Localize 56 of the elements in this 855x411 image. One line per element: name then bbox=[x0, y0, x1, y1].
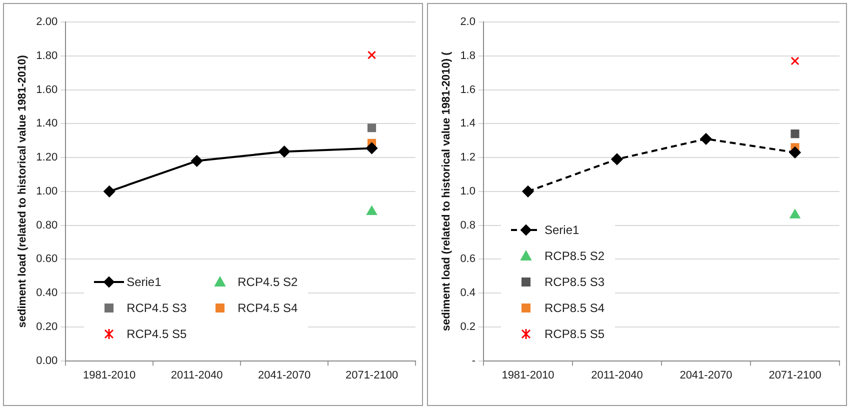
legend-label: RCP4.5 S2 bbox=[238, 274, 298, 289]
y-axis-title: sediment load (related to historical value 1981-2010) ( bbox=[440, 51, 453, 332]
y-tick-label: 0.40 bbox=[36, 287, 58, 300]
y-tick-label: 1.0 bbox=[460, 185, 476, 198]
legend-label: RCP8.5 S5 bbox=[544, 326, 605, 341]
y-tick-label: 2.00 bbox=[36, 16, 58, 28]
y-tick-label: 1.00 bbox=[36, 185, 58, 198]
y-tick-label: 0.6 bbox=[460, 253, 476, 266]
y-tick-label: 1.6 bbox=[460, 84, 476, 96]
y-tick-label: 0.00 bbox=[36, 354, 58, 367]
legend-label: Serie1 bbox=[544, 222, 580, 237]
legend-label: RCP8.5 S4 bbox=[544, 300, 605, 315]
x-tick-label: 1981-2010 bbox=[502, 369, 554, 382]
legend-label: Serie1 bbox=[126, 274, 162, 289]
y-tick-label: 1.2 bbox=[460, 152, 476, 164]
y-tick-label: 0.4 bbox=[460, 287, 476, 300]
y-tick-label: 1.4 bbox=[460, 118, 476, 130]
point bbox=[367, 50, 376, 60]
y-tick-label: 1.60 bbox=[36, 84, 58, 96]
y-axis-title: sediment load (related to historical value 1981-2010) bbox=[16, 54, 29, 328]
x-tick-label: 2041-2070 bbox=[258, 369, 311, 382]
legend-label: RCP8.5 S3 bbox=[544, 274, 605, 289]
point bbox=[191, 155, 203, 167]
x-tick-label: 2071-2100 bbox=[768, 369, 822, 382]
point bbox=[278, 146, 290, 158]
legend-label: RCP4.5 S5 bbox=[126, 326, 187, 341]
point bbox=[104, 186, 116, 198]
y-tick-label: 0.2 bbox=[460, 320, 476, 333]
y-tick-label: 1.40 bbox=[36, 118, 58, 130]
point bbox=[367, 124, 376, 132]
x-tick-label: 2071-2100 bbox=[345, 369, 398, 382]
legend-label: RCP8.5 S2 bbox=[544, 248, 605, 263]
y-tick-label: 0.8 bbox=[460, 219, 476, 232]
point bbox=[790, 209, 800, 218]
point bbox=[522, 186, 534, 198]
y-tick-label: 1.80 bbox=[36, 50, 58, 62]
point bbox=[789, 146, 801, 158]
point bbox=[790, 56, 800, 66]
y-tick-label: 1.20 bbox=[36, 152, 58, 164]
y-tick-label: 0.20 bbox=[36, 320, 58, 333]
x-tick-label: 2041-2070 bbox=[680, 369, 732, 382]
point bbox=[790, 130, 800, 138]
point bbox=[611, 153, 623, 165]
x-tick-label: 2011-2040 bbox=[170, 369, 223, 382]
point bbox=[366, 206, 377, 215]
y-tick-label: 1.8 bbox=[460, 50, 476, 62]
point bbox=[700, 133, 712, 145]
x-tick-label: 1981-2010 bbox=[83, 369, 136, 382]
y-tick-label: 2.0 bbox=[460, 16, 476, 28]
y-tick-label: - bbox=[472, 354, 476, 367]
legend-label: RCP4.5 S4 bbox=[238, 300, 298, 315]
x-tick-label: 2011-2040 bbox=[591, 369, 643, 382]
y-tick-label: 0.60 bbox=[36, 253, 58, 266]
point bbox=[366, 142, 378, 154]
y-tick-label: 0.80 bbox=[36, 219, 58, 232]
legend-label: RCP4.5 S3 bbox=[126, 300, 187, 315]
